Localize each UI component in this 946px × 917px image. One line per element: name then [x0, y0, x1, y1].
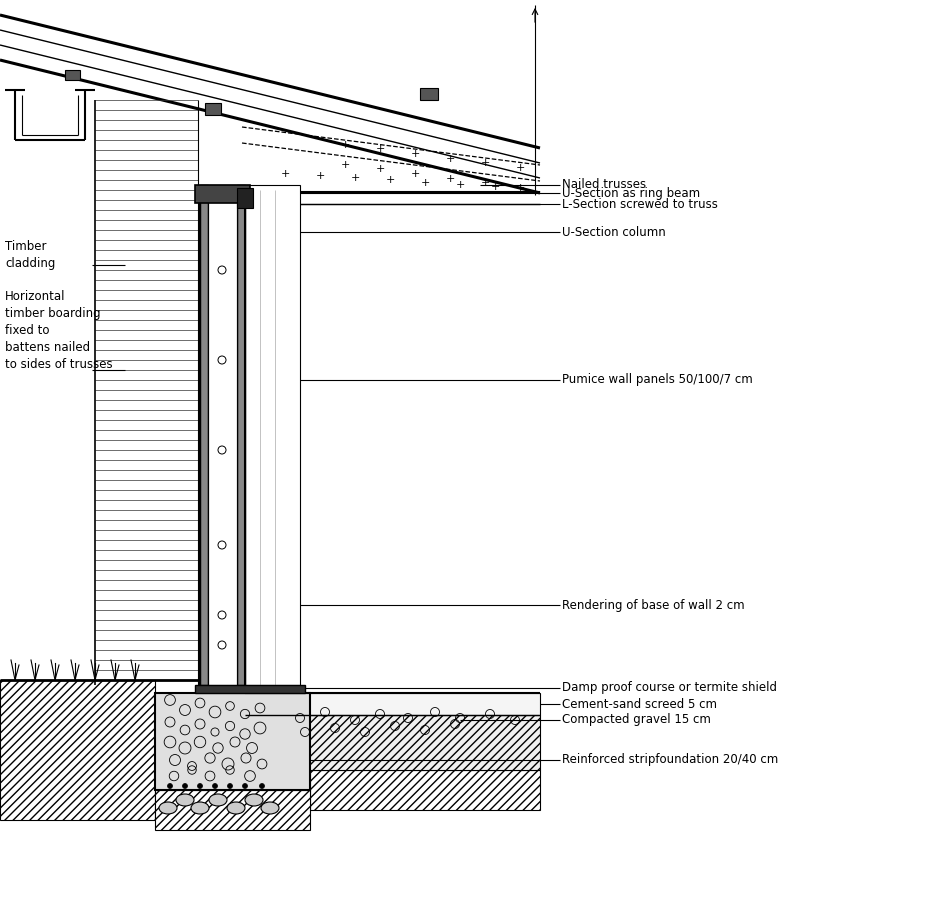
Text: Reinforced stripfoundation 20/40 cm: Reinforced stripfoundation 20/40 cm — [562, 754, 779, 767]
Text: +: + — [420, 178, 429, 188]
Ellipse shape — [159, 802, 177, 814]
Circle shape — [183, 783, 187, 789]
Text: U-Section column: U-Section column — [562, 226, 666, 238]
Text: L-Section screwed to truss: L-Section screwed to truss — [562, 197, 718, 211]
Ellipse shape — [176, 794, 194, 806]
Bar — [200, 185, 208, 685]
Bar — [208, 185, 237, 685]
Circle shape — [227, 783, 233, 789]
Text: U-Section as ring beam: U-Section as ring beam — [562, 186, 700, 200]
Text: +: + — [280, 169, 289, 179]
Text: Timber
cladding: Timber cladding — [5, 240, 56, 270]
Circle shape — [167, 783, 172, 789]
Ellipse shape — [261, 802, 279, 814]
Text: +: + — [516, 162, 525, 172]
Bar — [205, 103, 221, 115]
Polygon shape — [0, 680, 155, 820]
Text: +: + — [376, 164, 385, 174]
Ellipse shape — [245, 794, 263, 806]
Ellipse shape — [191, 802, 209, 814]
Text: +: + — [481, 158, 490, 168]
Bar — [195, 185, 250, 203]
Text: +: + — [341, 140, 350, 149]
Ellipse shape — [227, 802, 245, 814]
Polygon shape — [310, 770, 540, 810]
Bar — [245, 185, 300, 685]
Text: +: + — [516, 182, 525, 193]
Polygon shape — [245, 715, 540, 770]
Text: +: + — [446, 153, 455, 163]
Text: +: + — [350, 173, 359, 183]
Bar — [420, 88, 438, 100]
Text: Compacted gravel 15 cm: Compacted gravel 15 cm — [562, 713, 710, 726]
Bar — [245, 693, 540, 715]
Circle shape — [198, 783, 202, 789]
Text: +: + — [411, 169, 420, 179]
Polygon shape — [155, 790, 310, 830]
Text: Horizontal
timber boarding
fixed to
battens nailed
to sides of trusses: Horizontal timber boarding fixed to batt… — [5, 290, 113, 371]
Bar — [237, 188, 253, 208]
Text: +: + — [490, 182, 499, 193]
Text: Rendering of base of wall 2 cm: Rendering of base of wall 2 cm — [562, 599, 745, 612]
Bar — [65, 70, 80, 80]
Ellipse shape — [209, 794, 227, 806]
Text: Damp proof course or termite shield: Damp proof course or termite shield — [562, 681, 777, 694]
Text: Nailed trusses: Nailed trusses — [562, 179, 646, 192]
Bar — [155, 693, 310, 790]
Bar — [237, 185, 245, 685]
Circle shape — [242, 783, 248, 789]
Circle shape — [259, 783, 265, 789]
Text: Pumice wall panels 50/100/7 cm: Pumice wall panels 50/100/7 cm — [562, 373, 753, 386]
Text: Cement-sand screed 5 cm: Cement-sand screed 5 cm — [562, 698, 717, 711]
Text: +: + — [481, 178, 490, 188]
Circle shape — [213, 783, 218, 789]
Text: +: + — [315, 171, 324, 181]
Bar — [195, 685, 305, 693]
Text: +: + — [376, 144, 385, 154]
Text: +: + — [446, 173, 455, 183]
Text: +: + — [341, 160, 350, 170]
Text: +: + — [411, 149, 420, 159]
Text: +: + — [455, 180, 464, 190]
Text: +: + — [385, 175, 394, 185]
